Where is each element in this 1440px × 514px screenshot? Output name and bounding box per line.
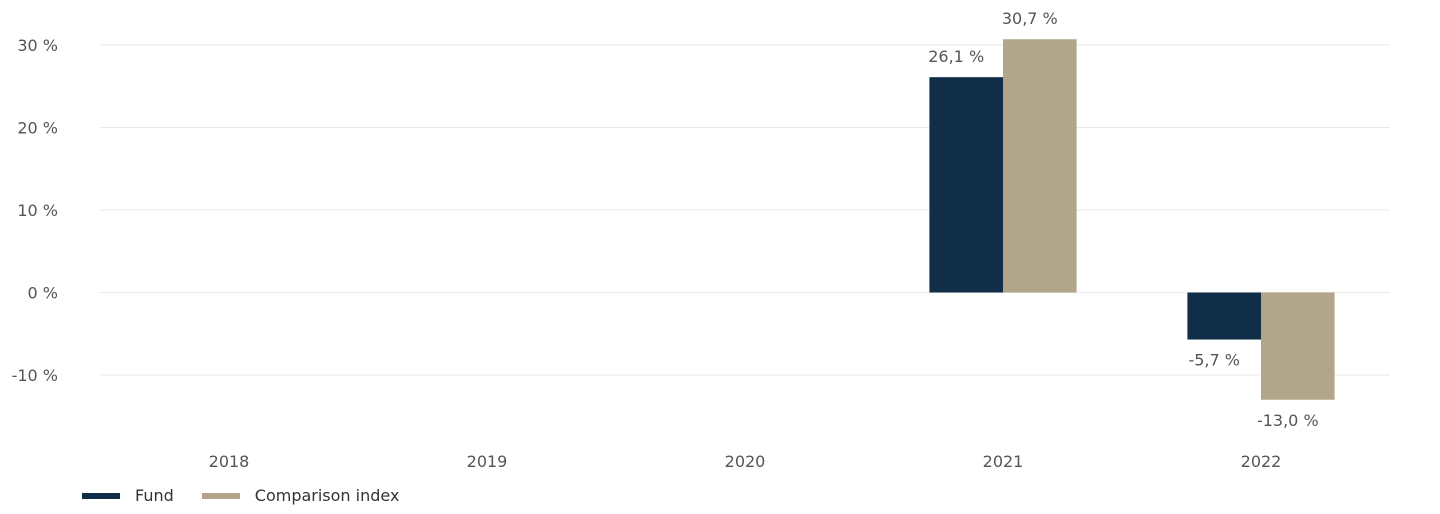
data-label: 30,7 % bbox=[1002, 9, 1058, 28]
data-label: 26,1 % bbox=[928, 47, 984, 66]
y-tick-label: -10 % bbox=[12, 366, 58, 385]
legend-item-comparison-index[interactable]: Comparison index bbox=[201, 486, 400, 505]
bar[interactable] bbox=[1187, 292, 1261, 340]
y-tick-label: 10 % bbox=[17, 201, 58, 220]
x-tick-label: 2019 bbox=[467, 452, 508, 471]
y-tick-label: 30 % bbox=[17, 36, 58, 55]
legend-swatch-fund bbox=[82, 492, 120, 499]
data-label: -5,7 % bbox=[1188, 351, 1240, 370]
y-tick-label: 20 % bbox=[17, 119, 58, 138]
x-axis-ticks: 2018 2019 2020 2021 2022 bbox=[209, 452, 1282, 471]
grid-lines bbox=[100, 44, 1390, 376]
x-tick-label: 2018 bbox=[209, 452, 250, 471]
y-axis-ticks: 30 % 20 % 10 % 0 % -10 % bbox=[12, 36, 58, 385]
bar[interactable] bbox=[1261, 292, 1335, 400]
x-tick-label: 2021 bbox=[983, 452, 1024, 471]
legend-item-fund[interactable]: Fund bbox=[82, 486, 174, 505]
bar[interactable] bbox=[929, 77, 1003, 293]
bar[interactable] bbox=[1003, 39, 1077, 293]
legend: Fund Comparison index bbox=[82, 486, 427, 505]
legend-swatch-comparison-index bbox=[201, 492, 240, 499]
data-label: -13,0 % bbox=[1257, 411, 1319, 430]
bars bbox=[929, 39, 1335, 400]
data-labels: 26,1 % -5,7 % 30,7 % -13,0 % bbox=[928, 9, 1318, 430]
x-tick-label: 2022 bbox=[1241, 452, 1282, 471]
legend-label-comparison-index: Comparison index bbox=[254, 486, 400, 505]
y-tick-label: 0 % bbox=[28, 284, 58, 303]
x-tick-label: 2020 bbox=[725, 452, 766, 471]
legend-label-fund: Fund bbox=[135, 486, 174, 505]
